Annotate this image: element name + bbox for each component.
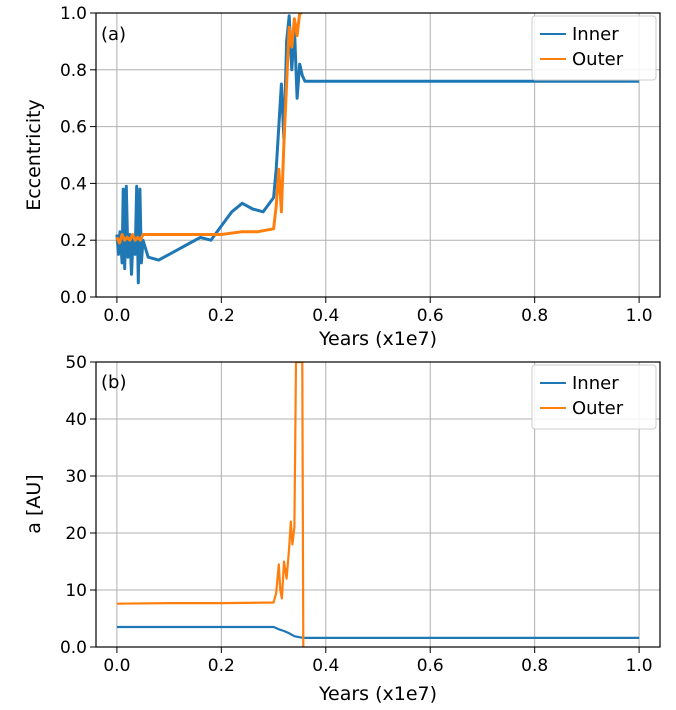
x-tick-label: 0.8 (521, 656, 548, 676)
legend-label-inner: Inner (572, 373, 619, 394)
legend-box (531, 364, 657, 430)
x-tick-label: 0.0 (103, 656, 130, 676)
panel-a-ylabel: Eccentricity (23, 99, 45, 211)
panel-a-series (115, 13, 640, 285)
x-tick-label: 1.0 (626, 656, 653, 676)
panel-b-frame (95, 361, 661, 648)
series-outer-line (115, 13, 303, 245)
y-tick-label: 30 (65, 467, 87, 487)
x-tick-label: 0.4 (312, 656, 339, 676)
y-tick-label: 0.0 (60, 288, 87, 308)
panel-b-legend: Inner Outer (531, 364, 657, 430)
series-outer-line (116, 362, 305, 647)
y-tick-label: 0.4 (60, 174, 87, 194)
x-tick-label: 0.4 (312, 306, 339, 326)
panel-a-legend: Inner Outer (531, 15, 657, 81)
panel-b-ticks: 0.0 0.2 0.4 0.6 0.8 1.0 0.0 10 20 30 40 50 (60, 353, 653, 676)
x-tick-label: 0.2 (208, 306, 235, 326)
y-tick-label: 40 (65, 410, 87, 430)
x-tick-label: 0.2 (208, 656, 235, 676)
panel-b-series (116, 362, 640, 647)
y-tick-label: 0.6 (60, 118, 87, 138)
x-tick-label: 1.0 (626, 306, 653, 326)
panel-b-label: (b) (101, 372, 126, 393)
y-tick-label: 20 (65, 524, 87, 544)
panel-a-xlabel: Years (x1e7) (318, 328, 437, 350)
panel-b-ylabel: a [AU] (23, 474, 45, 533)
y-tick-label: 0.8 (60, 61, 87, 81)
legend-label-outer: Outer (572, 49, 624, 70)
panel-eccentricity: 0.0 0.2 0.4 0.6 0.8 1.0 0.0 0.2 0.4 0.6 0.8 1.0 (a)… (23, 4, 661, 350)
y-tick-label: 0.2 (60, 231, 87, 251)
y-tick-label: 10 (65, 581, 87, 601)
panel-b-xlabel: Years (x1e7) (318, 683, 437, 705)
y-tick-label: 50 (65, 353, 87, 373)
y-tick-label: 0.0 (60, 638, 87, 658)
x-tick-label: 0.6 (417, 306, 444, 326)
x-tick-label: 0.0 (103, 306, 130, 326)
legend-label-outer: Outer (572, 398, 624, 419)
x-tick-label: 0.6 (417, 656, 444, 676)
series-inner-line (115, 14, 640, 285)
panel-a-label: (a) (101, 24, 126, 45)
y-tick-label: 1.0 (60, 4, 87, 24)
legend-box (531, 15, 657, 81)
series-inner-line (116, 625, 640, 640)
x-tick-label: 0.8 (521, 306, 548, 326)
panel-a-frame (95, 12, 661, 298)
panel-semimajor-axis: 0.0 0.2 0.4 0.6 0.8 1.0 0.0 10 20 30 40 50 (b) Year… (23, 353, 661, 705)
legend-label-inner: Inner (572, 24, 619, 45)
panel-a-ticks: 0.0 0.2 0.4 0.6 0.8 1.0 0.0 0.2 0.4 0.6 0.8 1.0 (60, 4, 653, 326)
